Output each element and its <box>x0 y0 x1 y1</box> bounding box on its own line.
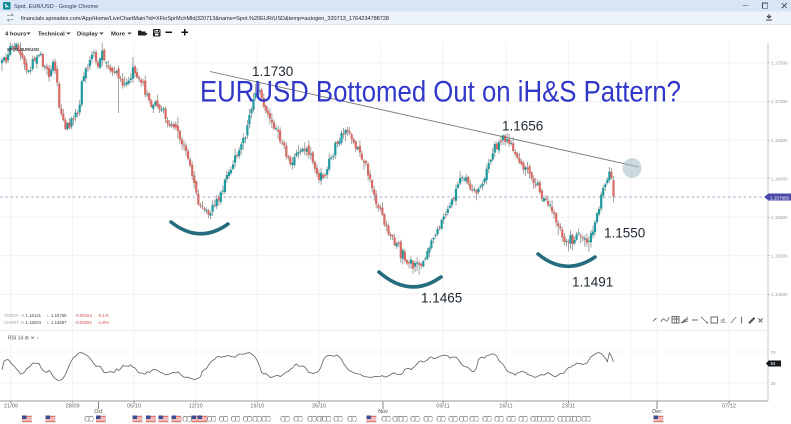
svg-text:1.16000: 1.16000 <box>771 176 788 181</box>
svg-text:23/11: 23/11 <box>562 404 576 410</box>
svg-text:CHART:: CHART: <box>4 320 19 325</box>
svg-text:05/10: 05/10 <box>127 404 141 410</box>
svg-text:Technical: Technical <box>38 32 65 38</box>
svg-text:09/11: 09/11 <box>436 404 450 410</box>
svg-text:1.14500: 1.14500 <box>771 292 788 297</box>
svg-text:16/11: 16/11 <box>499 404 513 410</box>
svg-text:1.1491: 1.1491 <box>572 275 613 290</box>
svg-text:1.16500: 1.16500 <box>771 138 788 143</box>
svg-text:Display: Display <box>77 32 99 38</box>
svg-text:12/10: 12/10 <box>189 404 203 410</box>
svg-text:Dec: Dec <box>652 409 662 415</box>
svg-text:H: H <box>21 313 24 318</box>
svg-text:TODAY:: TODAY: <box>4 313 19 318</box>
svg-text:EURUSD Bottomed Out on iH&S Pa: EURUSD Bottomed Out on iH&S Pattern? <box>200 76 681 109</box>
svg-text:1.1730: 1.1730 <box>252 64 293 79</box>
svg-text:-1.8%: -1.8% <box>98 320 109 325</box>
svg-text:1.14687: 1.14687 <box>51 320 67 325</box>
svg-text:L: L <box>47 313 50 318</box>
svg-text:L: L <box>47 320 50 325</box>
svg-text:21/09: 21/09 <box>4 404 18 410</box>
svg-text:54: 54 <box>771 361 777 366</box>
svg-text:1.15766: 1.15766 <box>51 313 67 318</box>
svg-text:07/12: 07/12 <box>722 404 736 410</box>
svg-text:Spot, EUR/USD - Google Chrome: Spot, EUR/USD - Google Chrome <box>14 4 98 10</box>
svg-text:4 hours: 4 hours <box>5 32 27 38</box>
svg-text:H: H <box>21 320 24 325</box>
svg-text:-0.02091: -0.02091 <box>75 320 93 325</box>
svg-text:1.1465: 1.1465 <box>421 291 462 306</box>
svg-text:SPOT, EUR/USD: SPOT, EUR/USD <box>7 47 39 52</box>
svg-text:1.157850: 1.157850 <box>770 195 790 200</box>
svg-text:1.1550: 1.1550 <box>604 226 645 241</box>
svg-text:1.16121: 1.16121 <box>26 313 42 318</box>
svg-text:Nov: Nov <box>378 409 388 415</box>
svg-text:19/10: 19/10 <box>250 404 264 410</box>
svg-text:-0.00164: -0.00164 <box>75 313 93 318</box>
svg-text:30: 30 <box>771 381 777 386</box>
svg-text:ab: ab <box>721 318 726 323</box>
svg-text:-0.1%: -0.1% <box>98 313 109 318</box>
svg-text:1.17000: 1.17000 <box>771 99 788 104</box>
svg-text:1.17500: 1.17500 <box>771 61 788 66</box>
svg-text:70: 70 <box>771 350 777 355</box>
svg-text:More: More <box>111 32 126 38</box>
svg-text:financials.spreadex.com/App/Ho: financials.spreadex.com/App/Home/LiveCha… <box>21 16 390 22</box>
svg-text:28/09: 28/09 <box>66 404 80 410</box>
svg-text:Oct: Oct <box>94 409 103 415</box>
svg-text:1.1656: 1.1656 <box>502 119 543 134</box>
svg-text:1.18204: 1.18204 <box>26 320 42 325</box>
svg-text:26/10: 26/10 <box>312 404 326 410</box>
svg-text:1.15000: 1.15000 <box>771 254 788 259</box>
svg-text:RSI 14 ⚙ ✕ ↑: RSI 14 ⚙ ✕ ↑ <box>8 336 39 342</box>
svg-text:1.15500: 1.15500 <box>771 215 788 220</box>
